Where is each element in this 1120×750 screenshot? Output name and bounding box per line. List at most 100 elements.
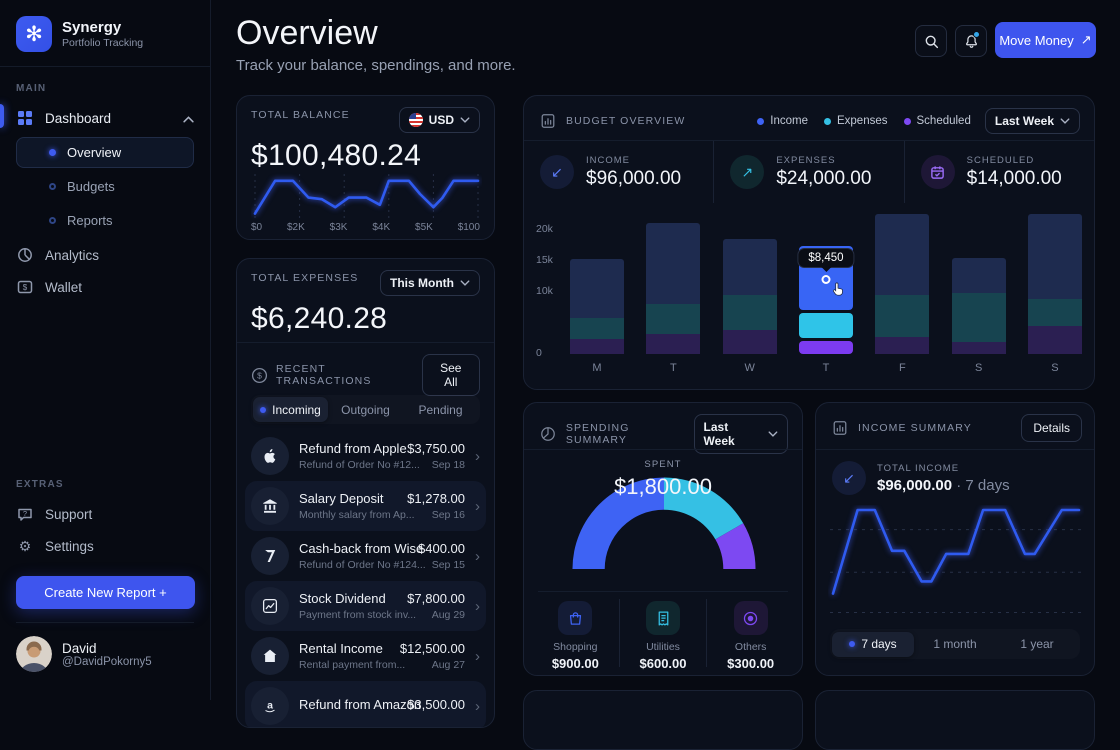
sidebar-item-overview[interactable]: Overview bbox=[16, 137, 194, 168]
chevron-down-icon bbox=[460, 280, 470, 286]
expenses-period-select[interactable]: This Month bbox=[380, 270, 480, 296]
range-tab-7-days[interactable]: 7 days bbox=[832, 631, 914, 657]
svg-text:$: $ bbox=[23, 283, 28, 292]
active-dot-icon bbox=[849, 641, 856, 647]
x-tick-label: T bbox=[822, 362, 830, 374]
transaction-row[interactable]: Salary Deposit Monthly salary from Ap...… bbox=[245, 481, 486, 531]
total-balance-label: TOTAL BALANCE bbox=[251, 109, 350, 121]
stat-amount: $96,000.00 bbox=[586, 167, 682, 189]
total-balance-card: TOTAL BALANCE USD $100,480.24 $0 $2K $3K $4… bbox=[236, 95, 495, 240]
income-summary-title: INCOME SUMMARY bbox=[858, 422, 972, 434]
budget-stats-row: ↙ INCOME $96,000.00 ↗ EXPENSES $24,000.00 SC… bbox=[524, 141, 1094, 203]
chevron-down-icon bbox=[1060, 118, 1070, 124]
spending-summary-card: SPENDING SUMMARY Last Week SPENT $1,800.… bbox=[523, 402, 803, 676]
tab-pending[interactable]: Pending bbox=[418, 402, 463, 417]
sidebar-item-reports[interactable]: Reports bbox=[16, 205, 194, 236]
transactions-tab-bar: Incoming Outgoing Pending bbox=[251, 395, 480, 424]
bar-w-2[interactable] bbox=[722, 214, 777, 354]
total-balance-amount: $100,480.24 bbox=[251, 139, 422, 172]
budget-stat-income: ↙ INCOME $96,000.00 bbox=[524, 141, 713, 203]
create-new-report-button[interactable]: Create New Report + bbox=[16, 576, 195, 609]
sidebar-item-support[interactable]: ? Support bbox=[0, 498, 210, 530]
svg-text:$: $ bbox=[257, 370, 262, 380]
transaction-description: Rental payment from... bbox=[299, 659, 406, 671]
sidebar-item-budgets[interactable]: Budgets bbox=[16, 171, 194, 202]
x-tick-label: M bbox=[592, 362, 602, 374]
bar-segment-expenses bbox=[951, 293, 1006, 343]
move-money-button[interactable]: Move Money ↗ bbox=[995, 22, 1096, 58]
transaction-row[interactable]: Cash-back from Wise Refund of Order No #… bbox=[245, 531, 486, 581]
bar-segment-income bbox=[722, 238, 777, 295]
details-button[interactable]: Details bbox=[1021, 414, 1082, 442]
sidebar-item-analytics[interactable]: Analytics bbox=[0, 239, 210, 271]
arrow-up-right-icon: ↗ bbox=[730, 155, 765, 189]
active-nav-indicator bbox=[0, 104, 4, 128]
bar-segment-income bbox=[1027, 214, 1082, 299]
brand-logo-icon: ✻ bbox=[16, 16, 52, 52]
transaction-row[interactable]: Stock Dividend Payment from stock inv...… bbox=[245, 581, 486, 631]
tab-outgoing[interactable]: Outgoing bbox=[341, 402, 390, 417]
transaction-row[interactable]: Refund from Apple Refund of Order No #12… bbox=[245, 431, 486, 481]
section-label-main: MAIN bbox=[16, 83, 47, 94]
sidebar: ✻ Synergy Portfolio Tracking MAIN Dashbo… bbox=[0, 0, 211, 700]
bar-m-0[interactable] bbox=[570, 214, 624, 354]
bar-f-4[interactable] bbox=[875, 214, 930, 354]
doc-chart-icon bbox=[832, 420, 849, 437]
bar-segment-scheduled bbox=[570, 339, 624, 354]
transaction-name: Refund from Amazon bbox=[299, 697, 422, 712]
transaction-name: Refund from Apple bbox=[299, 441, 407, 456]
x-tick-label: S bbox=[974, 362, 983, 374]
stat-amount: $24,000.00 bbox=[776, 167, 872, 189]
dot-icon bbox=[49, 217, 56, 224]
divider bbox=[538, 591, 788, 592]
spending-summary-title: SPENDING SUMMARY bbox=[565, 422, 630, 446]
budget-period-select[interactable]: Last Week bbox=[984, 108, 1080, 134]
total-income-amount: $96,000.00 · 7 days bbox=[877, 476, 1010, 494]
transaction-date: Aug 27 bbox=[431, 659, 465, 671]
stock-icon bbox=[251, 587, 289, 625]
transaction-name: Stock Dividend bbox=[299, 591, 386, 606]
divider bbox=[816, 449, 1094, 450]
bank-icon bbox=[251, 487, 289, 525]
transaction-description: Refund of Order No #12... bbox=[299, 459, 420, 471]
currency-select[interactable]: USD bbox=[398, 107, 480, 133]
chevron-right-icon: › bbox=[475, 497, 480, 515]
stat-label: EXPENSES bbox=[776, 154, 836, 166]
bar-t-1[interactable] bbox=[646, 214, 701, 354]
range-tab-1-month[interactable]: 1 month bbox=[933, 637, 977, 651]
bar-segment-expenses bbox=[722, 294, 777, 330]
transaction-row[interactable]: Rental Income Rental payment from... $12… bbox=[245, 631, 486, 681]
tab-incoming[interactable]: Incoming bbox=[253, 397, 328, 422]
sidebar-item-wallet[interactable]: $ Wallet bbox=[0, 271, 210, 303]
range-tab-1-year[interactable]: 1 year bbox=[1020, 637, 1054, 651]
bar-s-5[interactable] bbox=[951, 214, 1006, 354]
x-tick-label: F bbox=[898, 362, 906, 374]
sidebar-item-settings[interactable]: ⚙ Settings bbox=[0, 530, 210, 562]
see-all-button[interactable]: See All bbox=[421, 354, 480, 396]
user-profile[interactable]: David @DavidPokorny5 bbox=[16, 622, 194, 672]
sidebar-item-dashboard[interactable]: Dashboard bbox=[0, 102, 210, 134]
spending-period-select[interactable]: Last Week bbox=[693, 414, 788, 454]
legend-dot-icon bbox=[903, 117, 911, 125]
y-tick-label: 0 bbox=[536, 347, 542, 359]
sidebar-item-label: Budgets bbox=[67, 179, 115, 194]
search-button[interactable] bbox=[915, 25, 947, 57]
bar-segment-expenses bbox=[570, 317, 624, 340]
spending-categories-row: Shopping $900.00 Utilities $600.00 Other… bbox=[532, 599, 794, 671]
notification-badge bbox=[973, 31, 980, 38]
chevron-right-icon: › bbox=[475, 597, 480, 615]
notifications-button[interactable] bbox=[955, 25, 987, 57]
budget-y-axis: 20k 15k 10k 0 bbox=[536, 214, 564, 359]
total-expenses-amount: $6,240.28 bbox=[251, 302, 388, 335]
bar-t-3[interactable]: $8,450 bbox=[797, 214, 855, 354]
budget-bar-chart: $8,450 bbox=[570, 214, 1082, 354]
shopping-bag-icon bbox=[558, 601, 593, 635]
arrow-down-left-icon: ↙ bbox=[540, 155, 574, 189]
transaction-row[interactable]: a Refund from Amazon $3,500.00 › bbox=[245, 681, 486, 727]
bar-segment-scheduled bbox=[875, 337, 930, 354]
section-label-extras: EXTRAS bbox=[16, 479, 64, 490]
bar-s-6[interactable] bbox=[1027, 214, 1082, 354]
budget-stat-scheduled: SCHEDULED $14,000.00 bbox=[903, 141, 1094, 203]
bar-segment-income bbox=[570, 258, 624, 318]
sidebar-item-label: Wallet bbox=[45, 279, 83, 295]
